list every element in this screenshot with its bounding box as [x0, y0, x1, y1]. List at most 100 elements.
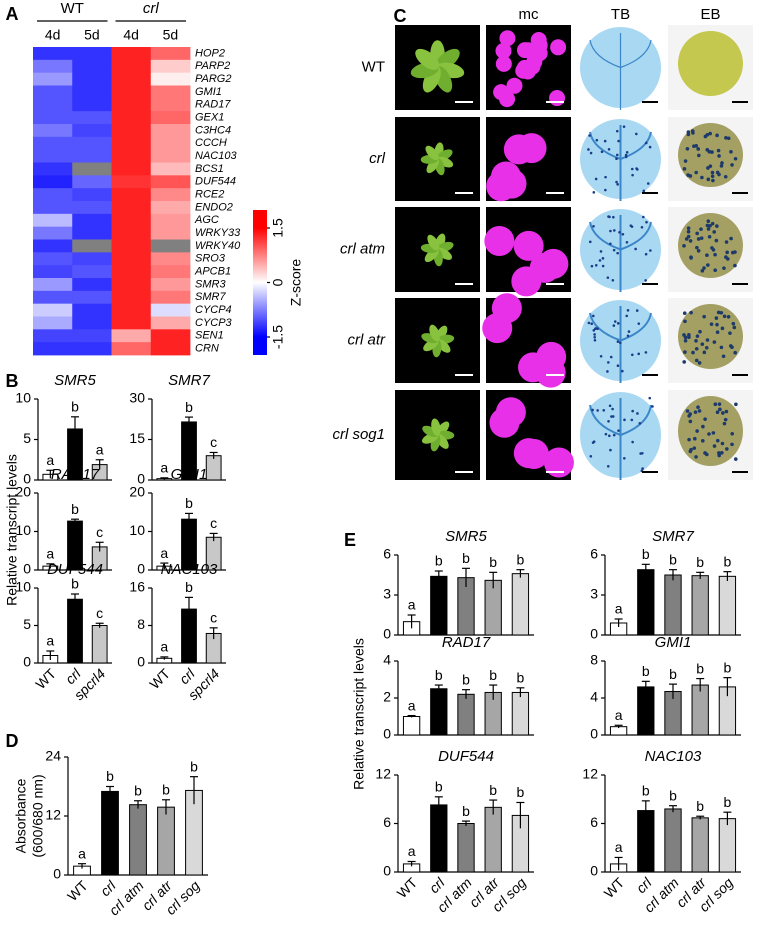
panel-label: D	[6, 731, 19, 751]
eb-dot	[689, 310, 693, 315]
eb-leaf	[678, 213, 743, 278]
y-tick-label: 30	[129, 390, 145, 406]
heatmap-cell	[33, 59, 73, 74]
significance-label: b	[489, 554, 497, 570]
y-axis-label: Absorbance	[13, 778, 29, 853]
cell	[543, 447, 574, 478]
significance-label: b	[71, 576, 79, 592]
tb-dot	[637, 322, 641, 325]
eb-dot	[733, 250, 737, 254]
eb-dot	[731, 321, 736, 326]
significance-label: a	[160, 639, 168, 655]
cell	[518, 352, 549, 383]
y-tick-label: 6	[383, 546, 391, 562]
heatmap-cell	[111, 265, 152, 279]
eb-dot	[714, 238, 719, 243]
tb-dot	[631, 409, 634, 413]
eb-dot	[694, 358, 699, 363]
tb-dot	[616, 183, 619, 186]
eb-dot	[728, 331, 732, 335]
eb-dot	[713, 252, 717, 257]
chart-title: SMR7	[168, 372, 210, 389]
tb-dot	[640, 226, 644, 229]
tb-dot	[594, 263, 598, 267]
significance-label: a	[46, 452, 54, 468]
heatmap-cell	[33, 175, 73, 189]
heatmap-cell	[33, 124, 73, 138]
tb-dot	[611, 278, 615, 282]
row-label: PARP2	[195, 60, 230, 72]
tb-dot	[592, 191, 596, 194]
heatmap-cell	[33, 329, 73, 343]
eb-dot	[722, 314, 727, 319]
eb-dot	[719, 164, 724, 168]
eb-dot	[704, 452, 709, 457]
heatmap-cell	[111, 252, 152, 266]
eb-dot	[730, 442, 734, 447]
missing-cell	[72, 162, 112, 176]
tb-dot	[615, 157, 618, 161]
significance-label: c	[210, 610, 217, 626]
tb-dot	[602, 409, 606, 412]
heatmap-cell	[150, 278, 191, 292]
heatmap-cell	[111, 201, 152, 215]
row-label: APCB1	[194, 265, 231, 277]
row-label: CCCH	[195, 137, 227, 149]
tb-dot	[621, 369, 624, 373]
tb-dot	[613, 229, 616, 232]
tb-dot	[601, 264, 605, 268]
significance-label: b	[462, 803, 470, 819]
heatmap-cell	[111, 59, 152, 74]
bar	[664, 574, 682, 636]
eb-dot	[691, 350, 695, 355]
tb-vein	[589, 306, 652, 383]
heatmap-cell	[111, 329, 152, 343]
y-axis-label: (600/680 nm)	[30, 774, 46, 857]
eb-dot	[696, 405, 700, 410]
panel-label: B	[6, 371, 19, 391]
tb-dot	[615, 180, 618, 184]
tb-dot	[604, 432, 608, 436]
eb-dot	[690, 129, 695, 133]
eb-dot	[697, 361, 702, 365]
y-tick-label: 6	[383, 814, 391, 830]
tb-dot	[590, 322, 593, 326]
colorbar-label: Z-score	[288, 259, 304, 307]
y-tick-label: 5	[23, 616, 31, 632]
eb-dot	[710, 170, 715, 175]
heatmap-cell	[111, 149, 152, 163]
tb-dot	[625, 314, 629, 318]
missing-cell	[72, 239, 112, 253]
x-tick-label: WT	[601, 874, 628, 901]
row-label: GEX1	[195, 111, 224, 123]
heatmap-cell	[150, 85, 191, 99]
tb-dot	[615, 129, 619, 133]
eb-dot	[720, 326, 725, 331]
eb-dot	[688, 174, 693, 178]
tb-dot	[635, 167, 638, 170]
heatmap-cell	[111, 342, 152, 356]
tb-dot	[604, 175, 607, 179]
eb-dot	[714, 316, 719, 320]
tb-dot	[589, 151, 593, 155]
tb-vein	[589, 125, 652, 201]
significance-label: b	[642, 783, 650, 799]
significance-label: a	[615, 707, 623, 723]
significance-label: b	[517, 784, 525, 800]
row-label: PARG2	[195, 73, 231, 85]
bar	[402, 716, 421, 736]
tb-dot	[606, 464, 610, 468]
y-tick-label: 15	[129, 430, 145, 446]
eb-dot	[694, 339, 698, 343]
bar	[718, 818, 737, 873]
heatmap-cell	[72, 303, 112, 317]
heatmap-cell	[33, 188, 73, 202]
cell	[538, 248, 569, 279]
eb-dot	[713, 402, 718, 406]
column-label: 4d	[123, 27, 139, 43]
heatmap-cell	[72, 136, 112, 151]
significance-label: a	[46, 546, 54, 562]
bar	[637, 686, 655, 736]
eb-dot	[705, 253, 709, 257]
heatmap-cell	[33, 149, 73, 163]
